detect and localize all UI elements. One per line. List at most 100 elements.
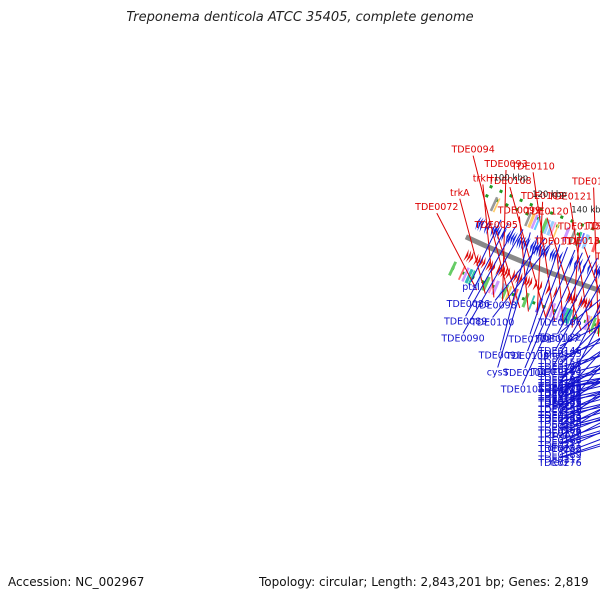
reverse-gene-arrow (516, 234, 523, 249)
leader-line-reverse (465, 226, 517, 317)
reverse-gene-arrow (536, 242, 542, 257)
leader-line-forward (546, 217, 582, 331)
gene-label-reverse: TDE0147 (537, 362, 581, 373)
gene-label-reverse: TDE0167 (537, 398, 581, 409)
forward-gene-arrow (577, 295, 583, 308)
gene-label-reverse: cysS (487, 368, 509, 379)
forward-gene-arrow (587, 298, 593, 311)
leader-line-reverse (524, 249, 576, 369)
gene-label-forward: TDE0115 (557, 222, 600, 233)
forward-gene-arrow (480, 256, 486, 269)
feature-block (548, 302, 557, 318)
leader-line-reverse (492, 241, 553, 318)
gene-label-reverse: TDE0228 (537, 400, 581, 411)
gene-label-reverse: TDE0164 (537, 367, 581, 378)
leader-line-reverse (559, 321, 600, 401)
gene-label-reverse: TDE0193 (537, 411, 581, 422)
gene-label-reverse: TDE0156 (537, 389, 581, 400)
gene-label-reverse: TDE0163 (537, 436, 581, 447)
gene-label-reverse: recF (550, 457, 570, 468)
gene-label-reverse: pheS (543, 351, 567, 362)
gene-label-reverse: TDE0297 (537, 388, 581, 399)
gene-label-reverse: TDE0151 (537, 378, 581, 389)
gene-label-reverse: TDE0158 (537, 405, 581, 416)
feature-block (489, 196, 499, 212)
reverse-gene-arrow (475, 216, 482, 231)
leader-line-reverse (554, 268, 600, 351)
reverse-gene-arrow (587, 261, 593, 276)
feature-block (527, 213, 536, 228)
leader-line-reverse (559, 298, 600, 333)
gene-label-reverse: TDE0189 (537, 450, 581, 461)
gene-label-forward: TDE0102 (520, 191, 564, 202)
feature-block (467, 270, 476, 285)
feature-block (528, 295, 536, 310)
gene-label-reverse: TDE0106 (537, 317, 581, 328)
leader-line-reverse (559, 382, 600, 405)
leader-line-reverse (521, 252, 583, 385)
gene-label-reverse: TDE0118 (537, 384, 581, 395)
reverse-gene-arrow (538, 243, 544, 258)
figure-title: Treponema denticola ATCC 35405, complete… (126, 10, 474, 25)
gene-label-reverse: pcp (551, 420, 568, 431)
reverse-gene-arrow (490, 223, 497, 237)
leader-line-forward (583, 246, 600, 295)
forward-gene-arrow (565, 290, 570, 303)
feature-block (586, 316, 593, 331)
gene-label-reverse: TDE0125 (537, 349, 581, 360)
reverse-gene-arrow (549, 247, 555, 262)
reverse-gene-arrow (522, 237, 529, 252)
leader-line-forward (436, 212, 478, 291)
gene-label-reverse: TDE0276 (537, 458, 581, 469)
leader-line-reverse (559, 255, 591, 318)
reverse-gene-arrow (544, 245, 551, 260)
reverse-gene-arrow (531, 240, 538, 255)
gene-label-forward: TDE0128 (594, 251, 600, 262)
leader-line-reverse (527, 247, 568, 352)
gene-label-reverse: TDE0152 (537, 394, 581, 405)
reverse-gene-arrow (496, 226, 503, 240)
feature-block (562, 226, 571, 242)
reverse-gene-arrow (505, 229, 512, 244)
feature-block (539, 218, 549, 234)
reverse-gene-arrow (477, 217, 484, 232)
forward-gene-arrow (515, 271, 520, 284)
gene-label-forward: TDE0094 (450, 145, 494, 156)
feature-block (555, 305, 563, 321)
feature-block (581, 233, 590, 250)
gene-label-reverse: TDE0194 (537, 390, 581, 401)
gene-label-forward: TDE0110 (510, 161, 554, 172)
leader-line-forward (509, 186, 547, 319)
leader-line-forward (472, 155, 512, 305)
gene-label-forward: TDE0127 (571, 177, 600, 188)
gene-label-reverse: TDE0090 (440, 333, 484, 344)
leader-line-reverse (559, 338, 600, 382)
reverse-gene-arrow (582, 259, 588, 275)
gene-label-reverse: TDE0123 (537, 365, 581, 376)
leader-line-reverse (559, 342, 600, 358)
gene-label-reverse: TDE0146 (537, 346, 581, 357)
gene-label-reverse: TDE0186 (537, 435, 581, 446)
gene-label-reverse: TDE0195 (537, 405, 581, 416)
reverse-gene-arrow (569, 255, 575, 270)
reverse-gene-arrow (501, 228, 508, 242)
gene-label-reverse: TDE0105 (500, 385, 544, 396)
gene-label-reverse: TDE0160 (537, 420, 581, 431)
forward-gene-arrow (532, 278, 538, 291)
reverse-gene-arrow (512, 232, 518, 247)
leader-line-forward (569, 202, 591, 334)
gene-label-reverse: TDE0100 (470, 317, 514, 328)
leader-line-reverse (559, 368, 600, 384)
gene-label-forward: TDE0121 (548, 192, 592, 203)
gene-label-reverse: pyrB (549, 381, 571, 392)
reverse-gene-arrow (518, 235, 525, 250)
leader-line-reverse (497, 235, 539, 368)
reverse-gene-arrow (593, 263, 599, 278)
forward-gene-arrow (552, 285, 558, 299)
feature-block (558, 306, 568, 322)
gene-label-forward: TDE0120 (524, 207, 568, 218)
leader-line-forward (459, 198, 486, 294)
